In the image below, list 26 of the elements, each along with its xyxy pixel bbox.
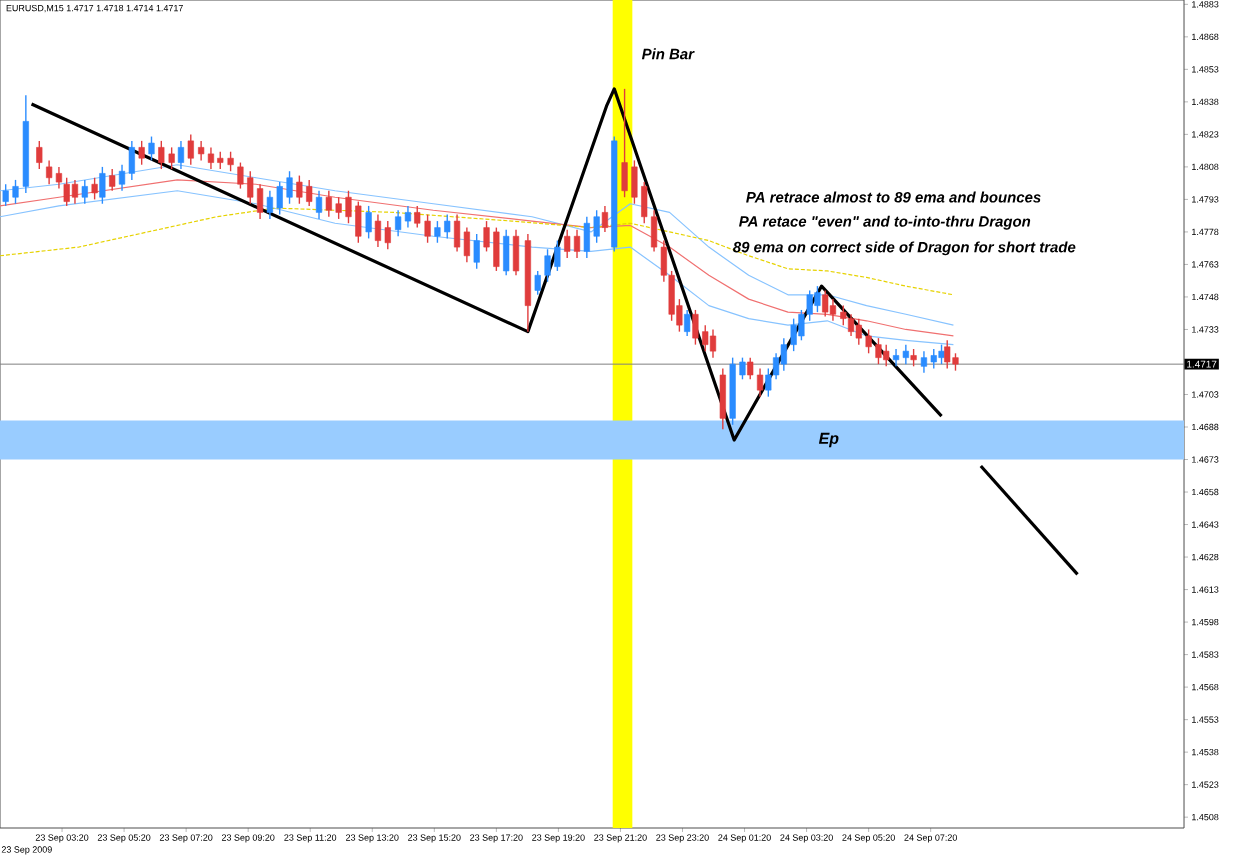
candlestick [177, 140, 185, 170]
candlestick [944, 339, 951, 370]
candlestick [847, 313, 855, 337]
candlestick [315, 190, 323, 220]
candlestick [138, 140, 145, 166]
candlestick [91, 177, 98, 201]
candlestick [601, 205, 609, 233]
candlestick [719, 367, 726, 430]
candlestick [109, 168, 116, 192]
candlestick [36, 140, 43, 170]
candlestick [99, 166, 106, 205]
candlestick [71, 179, 79, 205]
candlestick [81, 179, 88, 205]
candlestick [822, 289, 829, 318]
candlestick [503, 229, 510, 276]
candlestick [814, 285, 821, 313]
candlestick [473, 233, 480, 270]
candlestick [148, 135, 155, 162]
candlestick [829, 298, 837, 322]
candlestick [187, 133, 194, 166]
candlestick [684, 309, 691, 337]
candlestick [938, 343, 945, 365]
candlestick [512, 229, 520, 276]
candlestick [709, 328, 717, 359]
candlestick [883, 343, 890, 368]
candlestick [365, 205, 372, 240]
